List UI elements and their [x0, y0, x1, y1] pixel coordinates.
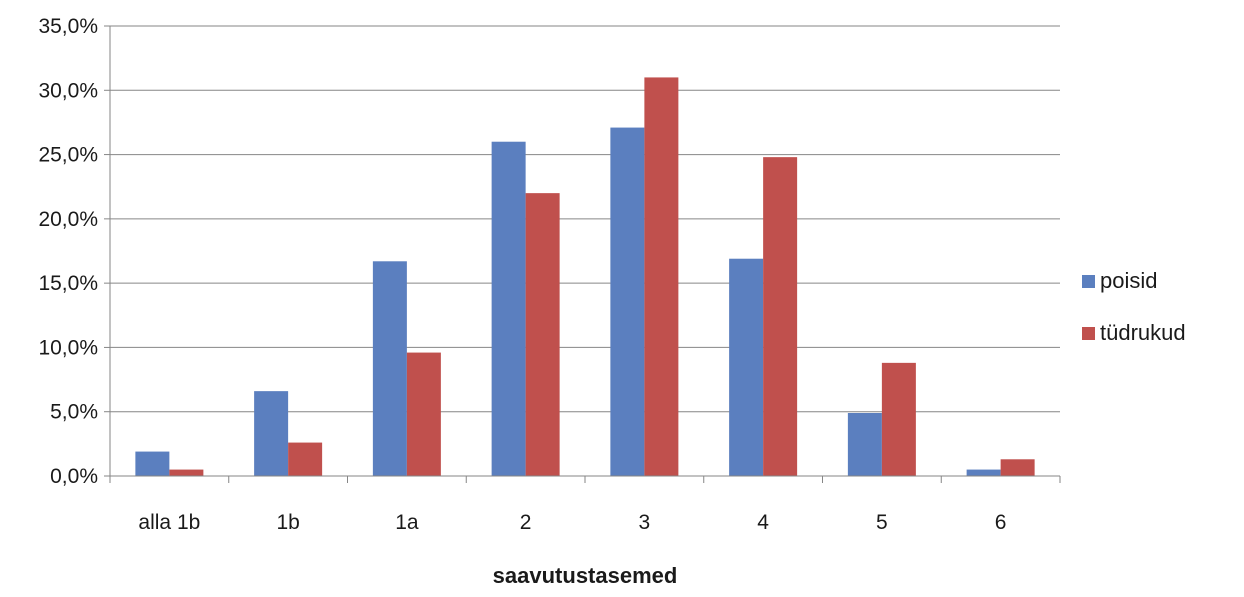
y-tick-label: 15,0%: [38, 272, 98, 295]
x-tick-labels: alla 1b 1b 1a 2 3 4 5 6: [138, 511, 1006, 534]
bar-tüdrukud-1a: [406, 352, 441, 476]
legend-label-poisid: poisid: [1100, 268, 1157, 293]
y-tick-label: 0,0%: [50, 465, 98, 488]
x-tick-label: 1b: [276, 511, 299, 534]
legend: poisid tüdrukud: [1082, 268, 1186, 345]
bar-poisid-6: [966, 469, 1001, 476]
y-tick-labels: 0,0% 5,0% 10,0% 15,0% 20,0% 25,0% 30,0% 35,0%: [38, 15, 98, 488]
bar-tüdrukud-4: [763, 157, 798, 476]
x-tick-label: alla 1b: [138, 511, 200, 534]
bar-poisid-1b: [254, 391, 289, 476]
y-tick-label: 20,0%: [38, 208, 98, 231]
y-tick-label: 30,0%: [38, 79, 98, 102]
bar-tüdrukud-6: [1000, 459, 1035, 476]
bar-tüdrukud-2: [525, 193, 560, 476]
y-tick-label: 25,0%: [38, 144, 98, 167]
legend-swatch-poisid: [1082, 275, 1095, 288]
x-tick-label: 1a: [395, 511, 419, 534]
axes: [109, 26, 1061, 483]
x-tick-label: 6: [995, 511, 1007, 534]
bar-tüdrukud-1b: [288, 442, 323, 476]
y-tick-label: 5,0%: [50, 401, 98, 424]
bar-poisid-3: [610, 127, 645, 477]
legend-swatch-tüdrukud: [1082, 327, 1095, 340]
bar-tüdrukud-alla-1b: [169, 469, 204, 476]
x-axis-title: saavutustasemed: [493, 563, 678, 588]
gridlines: [104, 25, 1060, 477]
bar-tüdrukud-3: [644, 77, 679, 476]
x-tick-label: 5: [876, 511, 888, 534]
x-tick-label: 4: [757, 511, 769, 534]
bar-poisid-1a: [372, 261, 407, 476]
bars: [135, 77, 1035, 477]
y-tick-label: 10,0%: [38, 336, 98, 359]
bar-poisid-2: [491, 141, 526, 476]
bar-poisid-alla-1b: [135, 451, 170, 476]
bar-poisid-4: [729, 258, 764, 476]
y-tick-label: 35,0%: [38, 15, 98, 38]
x-tick-label: 3: [639, 511, 651, 534]
bar-tüdrukud-5: [881, 362, 916, 476]
x-tick-label: 2: [520, 511, 532, 534]
legend-label-tüdrukud: tüdrukud: [1100, 320, 1186, 345]
bar-poisid-5: [847, 413, 882, 476]
